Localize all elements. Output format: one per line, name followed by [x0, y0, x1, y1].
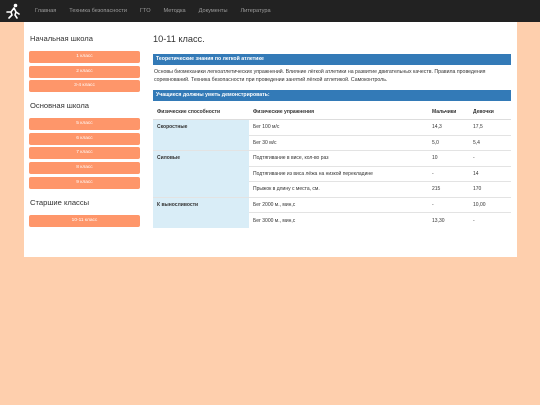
exercise-cell: Бег 3000 м., мин,с	[249, 212, 428, 229]
content-panel: Начальная школа 1 класс 2 класс 3-4 клас…	[24, 22, 517, 257]
header-girls: Девочки	[469, 104, 511, 121]
girls-cell: 14	[469, 165, 511, 182]
exercise-cell: Подтягивание в висе, кол-во раз	[249, 150, 428, 167]
main-content: 10-11 класс. Теоретические знания по лег…	[153, 32, 511, 229]
skills-heading-bar: Учащиеся должны уметь демонстрировать:	[153, 89, 511, 101]
table-row: Силовые Подтягивание в висе, кол-во раз …	[153, 150, 511, 198]
girls-cell: -	[469, 212, 511, 229]
class-2-button[interactable]: 2 класс	[29, 65, 140, 78]
table-row: Подтягивание из виса лёжа на низкой пере…	[153, 165, 511, 182]
class-8-button[interactable]: 8 класс	[29, 161, 140, 174]
table-row: Скоростные Бег 100 м/с 14,3 17,5	[153, 119, 511, 151]
boys-cell: -	[428, 165, 469, 182]
category-cell: Скоростные	[153, 119, 249, 151]
boys-cell: -	[428, 196, 469, 213]
table-row: Прыжок в длину с места, см. 215 170	[153, 181, 511, 198]
class-9-button[interactable]: 9 класс	[29, 176, 140, 189]
boys-cell: 5,0	[428, 134, 469, 151]
class-6-button[interactable]: 6 класс	[29, 132, 140, 145]
nav-safety[interactable]: Техника безопасности	[69, 8, 127, 14]
exercise-cell: Бег 30 м/с	[249, 134, 428, 151]
boys-cell: 13,30	[428, 212, 469, 229]
boys-cell: 10	[428, 150, 469, 167]
nav-documents[interactable]: Документы	[198, 8, 228, 14]
theory-heading-bar: Теоретические знания по легкой атлетике	[153, 54, 511, 65]
exercise-cell: Подтягивание из виса лёжа на низкой пере…	[249, 165, 428, 182]
table-row: Бег 3000 м., мин,с 13,30 -	[153, 212, 511, 229]
class-3-4-button[interactable]: 3-4 класс	[29, 80, 140, 93]
girls-cell: 170	[469, 181, 511, 198]
table-row: Бег 30 м/с 5,0 5,4	[153, 134, 511, 151]
nav-literature[interactable]: Литература	[240, 8, 271, 14]
category-cell: Силовые	[153, 150, 249, 198]
section-heading-primary: Начальная школа	[30, 34, 93, 43]
category-cell: К выносливости	[153, 196, 249, 229]
nav-gto[interactable]: ГТО	[140, 8, 151, 14]
nav-methods[interactable]: Методка	[163, 8, 186, 14]
table-header-row: Физические способности Физические упражн…	[153, 104, 511, 121]
class-7-button[interactable]: 7 класс	[29, 147, 140, 160]
page-title: 10-11 класс.	[153, 34, 205, 44]
header-exercises: Физические упражнения	[249, 104, 428, 121]
exercise-cell: Бег 100 м/с	[249, 119, 428, 136]
exercise-cell: Прыжок в длину с места, см.	[249, 181, 428, 198]
standards-table: Физические способности Физические упражн…	[153, 104, 511, 229]
boys-cell: 215	[428, 181, 469, 198]
girls-cell: 17,5	[469, 119, 511, 136]
header-boys: Мальчики	[428, 104, 469, 121]
class-10-11-button[interactable]: 10-11 класс	[29, 214, 140, 227]
sidebar: Начальная школа 1 класс 2 класс 3-4 клас…	[29, 32, 140, 229]
table-row: К выносливости Бег 2000 м., мин,с - 10,0…	[153, 196, 511, 229]
theory-paragraph: Основы биомеханики легкоатлетических упр…	[154, 69, 486, 83]
section-heading-senior: Старшие классы	[30, 197, 90, 207]
girls-cell: 10,00	[469, 196, 511, 213]
girls-cell: -	[469, 150, 511, 167]
runner-logo-icon[interactable]	[0, 0, 26, 22]
boys-cell: 14,3	[428, 119, 469, 136]
class-5-button[interactable]: 5 класс	[29, 118, 140, 131]
section-heading-basic: Основная школа	[30, 101, 90, 111]
nav-home[interactable]: Главная	[35, 8, 57, 14]
header-abilities: Физические способности	[153, 104, 249, 121]
class-1-button[interactable]: 1 класс	[29, 51, 140, 63]
top-navbar: Главная Техника безопасности ГТО Методка…	[0, 0, 540, 22]
girls-cell: 5,4	[469, 134, 511, 151]
exercise-cell: Бег 2000 м., мин,с	[249, 196, 428, 213]
